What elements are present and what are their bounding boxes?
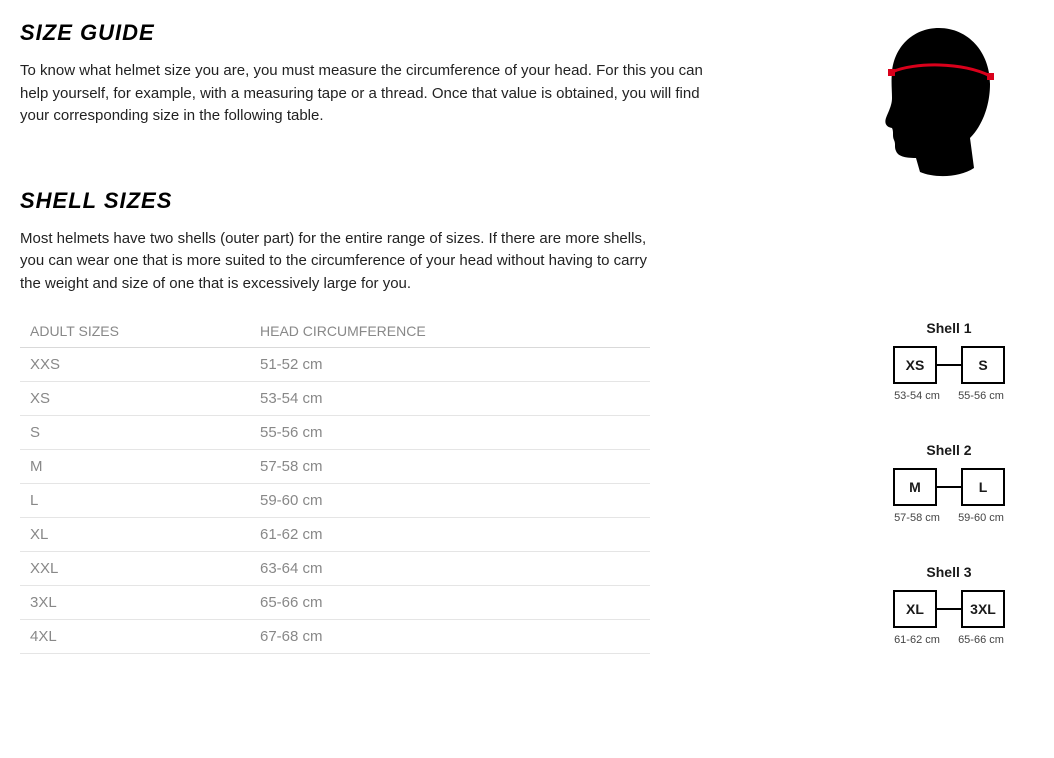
table-cell-size: XL bbox=[20, 518, 250, 552]
table-row: XXL63-64 cm bbox=[20, 552, 650, 586]
shell-sublabel-left: 57-58 cm bbox=[888, 512, 946, 524]
tape-end-right-icon bbox=[987, 73, 994, 80]
shell-title: Shell 3 bbox=[864, 564, 1034, 580]
table-row: XS53-54 cm bbox=[20, 382, 650, 416]
shell-sublabels: 53-54 cm 55-56 cm bbox=[864, 390, 1034, 402]
table-cell-circumference: 63-64 cm bbox=[250, 552, 650, 586]
table-header-adult-sizes: ADULT SIZES bbox=[20, 315, 250, 348]
table-header-head-circumference: HEAD CIRCUMFERENCE bbox=[250, 315, 650, 348]
table-cell-circumference: 55-56 cm bbox=[250, 416, 650, 450]
shell-connector-icon bbox=[937, 486, 961, 488]
shell-sizes-intro: Most helmets have two shells (outer part… bbox=[20, 228, 650, 296]
table-cell-circumference: 61-62 cm bbox=[250, 518, 650, 552]
table-cell-size: 3XL bbox=[20, 586, 250, 620]
table-cell-size: M bbox=[20, 450, 250, 484]
table-cell-size: L bbox=[20, 484, 250, 518]
table-row: S55-56 cm bbox=[20, 416, 650, 450]
table-row: L59-60 cm bbox=[20, 484, 650, 518]
shell-title: Shell 1 bbox=[864, 320, 1034, 336]
head-measurement-illustration bbox=[864, 20, 1014, 180]
shell-title: Shell 2 bbox=[864, 442, 1034, 458]
table-row: XL61-62 cm bbox=[20, 518, 650, 552]
shell-box-right: 3XL bbox=[961, 590, 1005, 628]
shell-sublabels: 57-58 cm 59-60 cm bbox=[864, 512, 1034, 524]
shell-box-left: M bbox=[893, 468, 937, 506]
page-container: SIZE GUIDE To know what helmet size you … bbox=[20, 20, 1034, 686]
shell-sublabel-right: 55-56 cm bbox=[952, 390, 1010, 402]
shell-pair: XL 3XL bbox=[864, 590, 1034, 628]
shell-sublabels: 61-62 cm 65-66 cm bbox=[864, 634, 1034, 646]
table-cell-circumference: 67-68 cm bbox=[250, 620, 650, 654]
shell-group: Shell 3 XL 3XL 61-62 cm 65-66 cm bbox=[864, 564, 1034, 646]
head-silhouette-icon bbox=[885, 28, 990, 176]
shell-sublabel-left: 61-62 cm bbox=[888, 634, 946, 646]
table-row: XXS51-52 cm bbox=[20, 348, 650, 382]
shell-box-right: S bbox=[961, 346, 1005, 384]
shell-box-left: XS bbox=[893, 346, 937, 384]
table-cell-size: XS bbox=[20, 382, 250, 416]
table-cell-size: XXS bbox=[20, 348, 250, 382]
main-column: SIZE GUIDE To know what helmet size you … bbox=[20, 20, 824, 686]
table-cell-size: 4XL bbox=[20, 620, 250, 654]
tape-end-left-icon bbox=[888, 69, 895, 76]
size-guide-intro: To know what helmet size you are, you mu… bbox=[20, 60, 730, 128]
shell-connector-icon bbox=[937, 364, 961, 366]
aside-column: Shell 1 XS S 53-54 cm 55-56 cm Shell 2 ML 57-58… bbox=[864, 20, 1034, 686]
shell-box-right: L bbox=[961, 468, 1005, 506]
table-cell-size: S bbox=[20, 416, 250, 450]
size-table: ADULT SIZES HEAD CIRCUMFERENCE XXS51-52 … bbox=[20, 315, 650, 654]
table-row: 4XL67-68 cm bbox=[20, 620, 650, 654]
table-cell-circumference: 57-58 cm bbox=[250, 450, 650, 484]
shell-sizes-heading: SHELL SIZES bbox=[20, 188, 824, 214]
shell-box-left: XL bbox=[893, 590, 937, 628]
table-row: M57-58 cm bbox=[20, 450, 650, 484]
table-row: 3XL65-66 cm bbox=[20, 586, 650, 620]
shell-pair: ML bbox=[864, 468, 1034, 506]
shell-sublabel-right: 65-66 cm bbox=[952, 634, 1010, 646]
table-cell-circumference: 53-54 cm bbox=[250, 382, 650, 416]
table-cell-circumference: 65-66 cm bbox=[250, 586, 650, 620]
table-cell-size: XXL bbox=[20, 552, 250, 586]
shell-group: Shell 1 XS S 53-54 cm 55-56 cm bbox=[864, 320, 1034, 402]
shell-group: Shell 2 ML 57-58 cm 59-60 cm bbox=[864, 442, 1034, 524]
table-cell-circumference: 59-60 cm bbox=[250, 484, 650, 518]
table-header-row: ADULT SIZES HEAD CIRCUMFERENCE bbox=[20, 315, 650, 348]
shell-connector-icon bbox=[937, 608, 961, 610]
size-guide-heading: SIZE GUIDE bbox=[20, 20, 824, 46]
shell-sublabel-right: 59-60 cm bbox=[952, 512, 1010, 524]
shell-sublabel-left: 53-54 cm bbox=[888, 390, 946, 402]
shell-pair: XS S bbox=[864, 346, 1034, 384]
table-cell-circumference: 51-52 cm bbox=[250, 348, 650, 382]
